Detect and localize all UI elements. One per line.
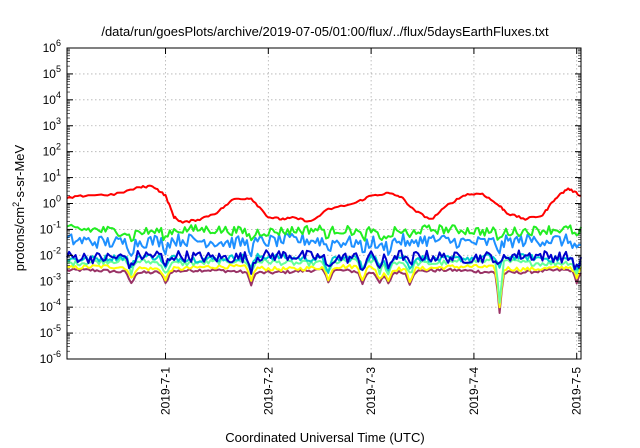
y-tick-label: 100 bbox=[43, 194, 61, 211]
y-axis-label-rest: -s-sr-MeV bbox=[12, 144, 27, 201]
x-tick-label: 2019-7-3 bbox=[364, 367, 378, 415]
y-tick-label: 102 bbox=[43, 142, 61, 159]
y-axis: 10-6 10-5 10-4 10-3 10-2 10-1 100 101 102 103 104 1… bbox=[40, 38, 581, 366]
x-tick-label: 2019-7-2 bbox=[261, 367, 275, 415]
grid bbox=[67, 48, 581, 359]
x-tick-label: 2019-7-5 bbox=[570, 367, 584, 415]
y-tick-label: 104 bbox=[43, 90, 61, 107]
x-axis: 2019-7-1 2019-7-2 2019-7-3 2019-7-4 2019-7-5 bbox=[159, 48, 584, 415]
y-tick-label: 10-6 bbox=[40, 349, 61, 366]
series-line-6 bbox=[66, 263, 582, 309]
series-line-3 bbox=[66, 249, 582, 275]
series-line-4 bbox=[66, 252, 582, 274]
y-axis-label-sup: 2 bbox=[11, 202, 21, 207]
y-tick-label: 10-3 bbox=[40, 271, 61, 288]
y-tick-label: 103 bbox=[43, 116, 61, 133]
series-line-2 bbox=[66, 232, 582, 258]
y-tick-label: 10-1 bbox=[40, 219, 61, 236]
x-tick-label: 2019-7-1 bbox=[159, 367, 173, 415]
x-axis-label: Coordinated Universal Time (UTC) bbox=[225, 430, 424, 445]
series-layer bbox=[66, 184, 582, 314]
y-tick-label: 105 bbox=[43, 64, 61, 81]
y-tick-label: 10-4 bbox=[40, 297, 61, 314]
y-axis-label-base: protons/cm bbox=[12, 207, 27, 271]
series-line-0 bbox=[66, 184, 581, 224]
y-tick-label: 10-5 bbox=[40, 323, 61, 340]
chart-title: /data/run/goesPlots/archive/2019-07-05/0… bbox=[101, 24, 549, 39]
y-tick-label: 10-2 bbox=[40, 245, 61, 262]
x-tick-label: 2019-7-4 bbox=[467, 367, 481, 415]
y-tick-label: 101 bbox=[43, 168, 61, 185]
y-axis-label: protons/cm2-s-sr-MeV bbox=[11, 144, 27, 271]
y-tick-label: 106 bbox=[43, 38, 61, 55]
series-line-1 bbox=[66, 223, 582, 243]
